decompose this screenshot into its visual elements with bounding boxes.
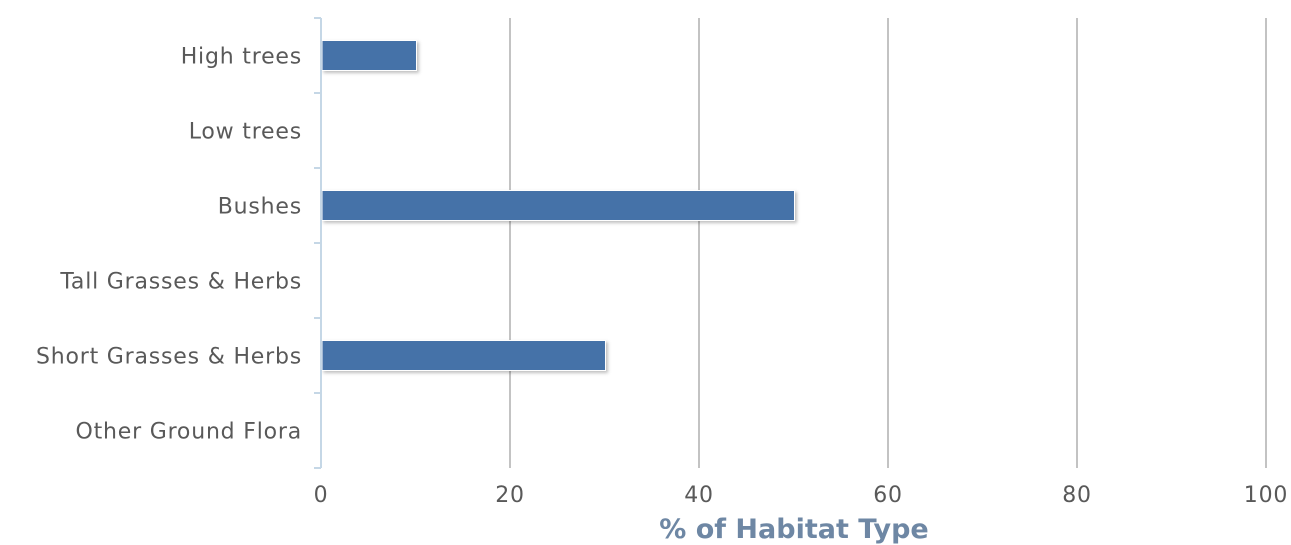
category-label-short-grasses-herbs: Short Grasses & Herbs [36, 345, 302, 370]
x-tick-label-100: 100 [1244, 483, 1288, 508]
bar-short-grasses-herbs [321, 340, 606, 371]
category-labels: High trees Low trees Bushes Tall Grasses & … [36, 45, 302, 445]
x-tick-label-80: 80 [1062, 483, 1092, 508]
x-tick-label-20: 20 [495, 483, 525, 508]
category-label-high-trees: High trees [181, 45, 302, 70]
x-tick-label-40: 40 [684, 483, 714, 508]
category-label-bushes: Bushes [218, 195, 302, 220]
category-label-other-ground-flora: Other Ground Flora [75, 420, 302, 445]
x-tick-label-60: 60 [873, 483, 903, 508]
category-axis [314, 17, 322, 469]
bar-bushes [321, 190, 795, 221]
category-label-low-trees: Low trees [189, 120, 302, 145]
x-tick-label-0: 0 [314, 483, 329, 508]
bar-high-trees [321, 40, 417, 71]
x-tick-labels: 0 20 40 60 80 100 [314, 483, 1288, 508]
x-axis-title: % of Habitat Type [659, 514, 928, 545]
category-label-tall-grasses-herbs: Tall Grasses & Herbs [59, 270, 302, 295]
bars [321, 40, 795, 371]
gridlines [509, 18, 1267, 468]
